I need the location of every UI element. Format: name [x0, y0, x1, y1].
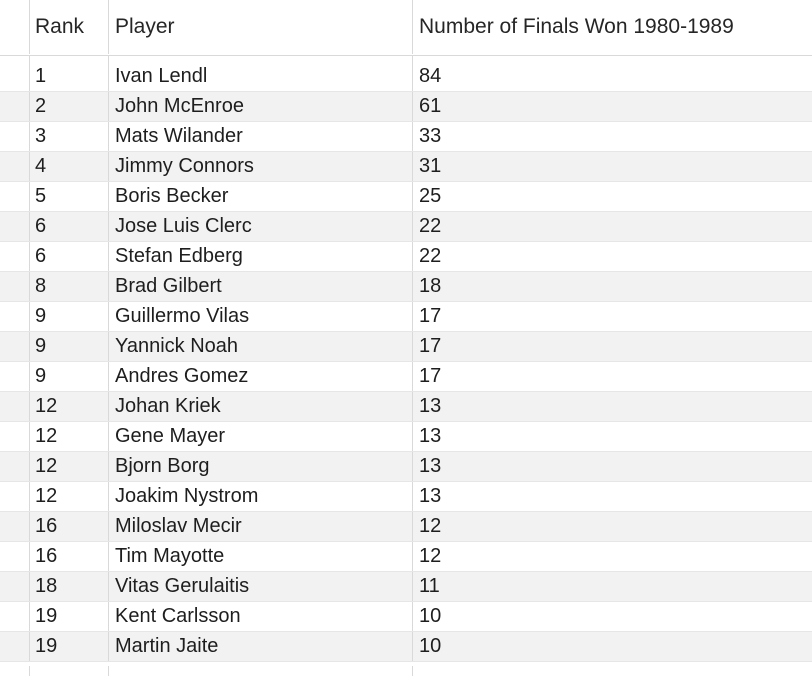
table-header: Rank Player Number of Finals Won 1980-19…	[0, 0, 812, 56]
rank-cell: 12	[29, 422, 108, 451]
table-footer	[0, 666, 812, 676]
table-body: 1 Ivan Lendl 84 2 John McEnroe 61 3 Mats Wiland…	[0, 62, 812, 662]
finals-won-cell: 13	[412, 452, 812, 481]
table-row[interactable]: 16 Miloslav Mecir 12	[0, 512, 812, 542]
player-cell: Stefan Edberg	[108, 242, 412, 271]
player-cell: Jimmy Connors	[108, 152, 412, 181]
rank-cell: 9	[29, 332, 108, 361]
rank-cell: 12	[29, 392, 108, 421]
spacer-cell	[29, 56, 108, 62]
player-cell: Andres Gomez	[108, 362, 412, 391]
finals-won-cell: 22	[412, 212, 812, 241]
table-row[interactable]: 12 Bjorn Borg 13	[0, 452, 812, 482]
finals-won-cell: 12	[412, 542, 812, 571]
finals-won-cell: 33	[412, 122, 812, 151]
finals-won-cell: 13	[412, 422, 812, 451]
rank-cell: 6	[29, 242, 108, 271]
table-row[interactable]: 2 John McEnroe 61	[0, 92, 812, 122]
table-row[interactable]: 16 Tim Mayotte 12	[0, 542, 812, 572]
rank-cell: 5	[29, 182, 108, 211]
player-cell: Miloslav Mecir	[108, 512, 412, 541]
spacer-cell	[108, 56, 412, 62]
table-row[interactable]: 8 Brad Gilbert 18	[0, 272, 812, 302]
player-cell: Boris Becker	[108, 182, 412, 211]
finals-won-cell: 22	[412, 242, 812, 271]
finals-won-cell: 12	[412, 512, 812, 541]
player-cell: Kent Carlsson	[108, 602, 412, 631]
player-cell: Tim Mayotte	[108, 542, 412, 571]
spacer-cell	[412, 56, 812, 62]
player-cell: Yannick Noah	[108, 332, 412, 361]
rank-cell: 8	[29, 272, 108, 301]
rank-cell: 12	[29, 482, 108, 511]
player-cell: Jose Luis Clerc	[108, 212, 412, 241]
table-row[interactable]: 9 Guillermo Vilas 17	[0, 302, 812, 332]
rank-cell: 1	[29, 62, 108, 91]
header-player[interactable]: Player	[108, 0, 412, 54]
rank-cell: 6	[29, 212, 108, 241]
column-divider	[108, 666, 109, 676]
finals-won-cell: 17	[412, 302, 812, 331]
column-divider	[29, 666, 30, 676]
rank-cell: 2	[29, 92, 108, 121]
table-row[interactable]: 4 Jimmy Connors 31	[0, 152, 812, 182]
table-row[interactable]: 19 Kent Carlsson 10	[0, 602, 812, 632]
player-cell: Bjorn Borg	[108, 452, 412, 481]
table-row[interactable]: 9 Andres Gomez 17	[0, 362, 812, 392]
rank-cell: 16	[29, 542, 108, 571]
rank-cell: 4	[29, 152, 108, 181]
finals-won-cell: 31	[412, 152, 812, 181]
table-row[interactable]: 6 Stefan Edberg 22	[0, 242, 812, 272]
table-row[interactable]: 9 Yannick Noah 17	[0, 332, 812, 362]
finals-won-cell: 10	[412, 632, 812, 661]
player-cell: Ivan Lendl	[108, 62, 412, 91]
rank-cell: 9	[29, 362, 108, 391]
rank-cell: 19	[29, 602, 108, 631]
finals-won-cell: 13	[412, 392, 812, 421]
player-cell: Joakim Nystrom	[108, 482, 412, 511]
finals-won-cell: 13	[412, 482, 812, 511]
player-cell: Johan Kriek	[108, 392, 412, 421]
finals-won-cell: 17	[412, 362, 812, 391]
table-row[interactable]: 19 Martin Jaite 10	[0, 632, 812, 662]
table-row[interactable]: 6 Jose Luis Clerc 22	[0, 212, 812, 242]
header-spacer	[0, 56, 812, 62]
finals-won-cell: 18	[412, 272, 812, 301]
finals-won-cell: 11	[412, 572, 812, 601]
table-row[interactable]: 12 Johan Kriek 13	[0, 392, 812, 422]
rank-cell: 18	[29, 572, 108, 601]
column-divider	[412, 666, 413, 676]
table-row[interactable]: 18 Vitas Gerulaitis 11	[0, 572, 812, 602]
header-finals-won[interactable]: Number of Finals Won 1980-1989	[412, 0, 812, 54]
rank-cell: 12	[29, 452, 108, 481]
table-row[interactable]: 3 Mats Wilander 33	[0, 122, 812, 152]
finals-won-cell: 17	[412, 332, 812, 361]
player-cell: Mats Wilander	[108, 122, 412, 151]
rank-cell: 3	[29, 122, 108, 151]
player-cell: Martin Jaite	[108, 632, 412, 661]
table-row[interactable]: 12 Joakim Nystrom 13	[0, 482, 812, 512]
table-row[interactable]: 1 Ivan Lendl 84	[0, 62, 812, 92]
finals-won-cell: 10	[412, 602, 812, 631]
player-cell: John McEnroe	[108, 92, 412, 121]
table-row[interactable]: 5 Boris Becker 25	[0, 182, 812, 212]
table-row[interactable]: 12 Gene Mayer 13	[0, 422, 812, 452]
player-cell: Guillermo Vilas	[108, 302, 412, 331]
player-cell: Vitas Gerulaitis	[108, 572, 412, 601]
finals-won-cell: 61	[412, 92, 812, 121]
finals-won-cell: 84	[412, 62, 812, 91]
finals-table: Rank Player Number of Finals Won 1980-19…	[0, 0, 812, 662]
rank-cell: 19	[29, 632, 108, 661]
player-cell: Brad Gilbert	[108, 272, 412, 301]
player-cell: Gene Mayer	[108, 422, 412, 451]
header-rank[interactable]: Rank	[29, 0, 108, 54]
finals-won-cell: 25	[412, 182, 812, 211]
rank-cell: 16	[29, 512, 108, 541]
rank-cell: 9	[29, 302, 108, 331]
